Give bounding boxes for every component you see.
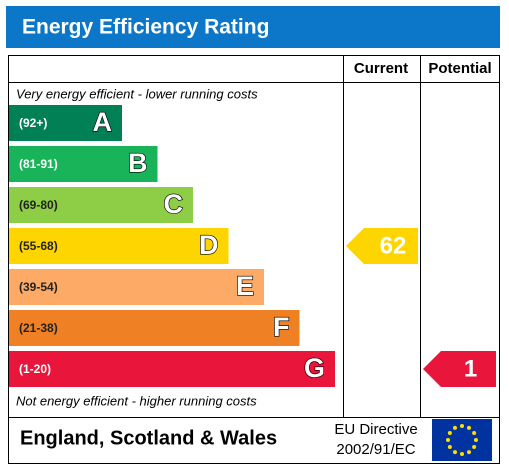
band-letter: A — [93, 107, 113, 137]
band-range: (39-54) — [19, 280, 58, 294]
potential-rating-label: 1 — [464, 355, 477, 382]
band-letter: F — [273, 312, 290, 342]
band-range: (81-91) — [19, 157, 58, 171]
eu-flag — [432, 419, 492, 461]
flag-star — [460, 452, 464, 456]
band-bar — [9, 146, 158, 182]
title: Energy Efficiency Rating — [22, 16, 269, 39]
flag-star — [447, 431, 452, 435]
band-range: (21-38) — [19, 321, 58, 335]
flag-star — [453, 425, 457, 430]
flag-star — [447, 445, 452, 449]
band-letter: G — [304, 353, 325, 383]
potential-rating — [423, 351, 496, 387]
column-header: Potential — [428, 60, 491, 77]
current-rating — [346, 228, 418, 264]
flag-star — [446, 438, 450, 442]
flag-star — [472, 445, 477, 449]
band-range: (55-68) — [19, 239, 58, 253]
band-range: (92+) — [19, 116, 47, 130]
title-bar — [6, 6, 500, 48]
band-bar — [9, 269, 264, 305]
footer-box — [8, 417, 500, 464]
band-letter: D — [199, 230, 219, 260]
band-bar — [9, 187, 193, 223]
bottom-note: Not energy efficient - higher running co… — [16, 393, 257, 408]
band-bar — [9, 310, 300, 346]
footer-directive: EU Directive — [334, 421, 417, 438]
band-bar — [9, 228, 229, 264]
band-range: (1-20) — [19, 362, 51, 376]
current-rating-label: 62 — [380, 232, 407, 259]
footer-directive: 2002/91/EC — [336, 441, 415, 458]
top-note: Very energy efficient - lower running co… — [16, 86, 258, 101]
flag-star — [467, 450, 471, 455]
band-bar — [9, 105, 122, 141]
flag-star — [453, 450, 457, 455]
flag-star — [467, 425, 471, 430]
footer-region: England, Scotland & Wales — [20, 427, 277, 449]
band-letter: B — [128, 148, 148, 178]
flag-star — [460, 424, 464, 428]
flag-star — [472, 431, 477, 435]
flag-star — [474, 438, 478, 442]
band-bar — [9, 351, 335, 387]
column-header: Current — [354, 60, 408, 77]
band-letter: E — [236, 271, 254, 301]
band-range: (69-80) — [19, 198, 58, 212]
band-letter: C — [164, 189, 184, 219]
